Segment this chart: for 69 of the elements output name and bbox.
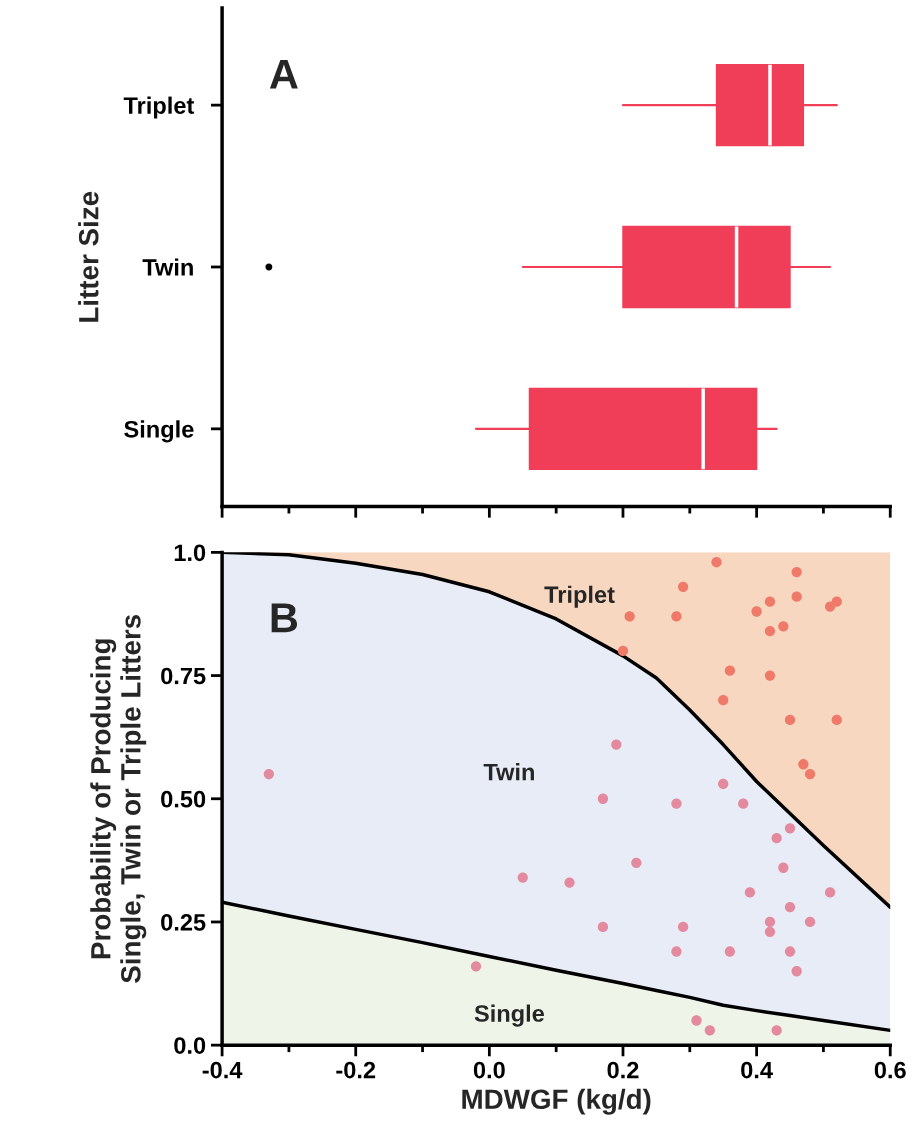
point bbox=[804, 916, 816, 928]
point bbox=[771, 833, 782, 844]
point bbox=[764, 670, 776, 681]
point bbox=[831, 714, 842, 726]
point bbox=[764, 926, 776, 937]
point bbox=[597, 921, 609, 933]
point bbox=[784, 823, 796, 834]
point bbox=[671, 946, 682, 957]
point bbox=[263, 768, 275, 780]
point bbox=[718, 695, 729, 706]
annotation: A bbox=[269, 59, 298, 89]
point bbox=[711, 557, 722, 568]
point bbox=[738, 798, 749, 809]
point bbox=[764, 916, 776, 928]
point bbox=[617, 645, 629, 657]
point bbox=[470, 961, 482, 972]
point bbox=[671, 798, 682, 809]
point bbox=[778, 621, 789, 632]
y-axis-title: Probability of Producing Single, Twin or Triple Litters bbox=[90, 614, 147, 983]
y-tick-label: 0.0 bbox=[174, 1037, 206, 1054]
point bbox=[704, 1025, 715, 1036]
x-tick-label: 0.0 bbox=[473, 1061, 505, 1079]
point bbox=[677, 581, 689, 593]
y-axis-title: Litter Size bbox=[78, 191, 99, 322]
y-tick-label: 0.50 bbox=[161, 790, 206, 808]
point bbox=[784, 902, 796, 913]
point bbox=[718, 778, 729, 790]
point bbox=[671, 611, 682, 622]
x-tick-label: -0.2 bbox=[336, 1061, 376, 1079]
series-label: Twin bbox=[483, 763, 534, 781]
y-tick-label: Triplet bbox=[123, 96, 195, 119]
x-axis-title: MDWGF (kg/d) bbox=[462, 1088, 651, 1115]
x-tick-label: 0.2 bbox=[607, 1061, 639, 1079]
point bbox=[778, 862, 789, 873]
point bbox=[771, 1025, 782, 1036]
series-label: Triplet bbox=[544, 585, 615, 608]
x-tick-label: 0.4 bbox=[741, 1061, 773, 1079]
point bbox=[724, 665, 736, 676]
y-tick-label: 0.25 bbox=[161, 914, 206, 931]
point bbox=[751, 606, 762, 617]
point bbox=[784, 714, 796, 726]
point bbox=[677, 921, 689, 933]
y-tick-label: 1.0 bbox=[174, 544, 206, 562]
y-tick-label: Twin bbox=[142, 258, 193, 276]
annotation: B bbox=[271, 603, 298, 633]
y-tick-label: Single bbox=[124, 420, 194, 443]
series-label: Single bbox=[474, 1004, 545, 1027]
x-tick-label: 0.6 bbox=[874, 1061, 906, 1079]
point bbox=[624, 611, 635, 622]
point bbox=[691, 1015, 702, 1026]
point bbox=[824, 601, 836, 612]
point bbox=[824, 887, 836, 898]
point bbox=[791, 966, 802, 977]
point bbox=[791, 591, 802, 602]
point bbox=[791, 566, 802, 578]
point bbox=[597, 793, 609, 804]
point bbox=[517, 872, 528, 883]
point bbox=[784, 946, 796, 957]
point bbox=[764, 596, 776, 607]
point bbox=[724, 946, 736, 957]
point bbox=[744, 887, 756, 898]
point bbox=[564, 877, 575, 888]
x-tick-label: -0.4 bbox=[202, 1061, 243, 1079]
y-tick-label: 0.75 bbox=[161, 667, 206, 685]
point bbox=[804, 768, 816, 780]
point bbox=[764, 626, 776, 637]
point bbox=[798, 759, 809, 770]
point bbox=[611, 739, 622, 750]
point bbox=[631, 857, 642, 868]
